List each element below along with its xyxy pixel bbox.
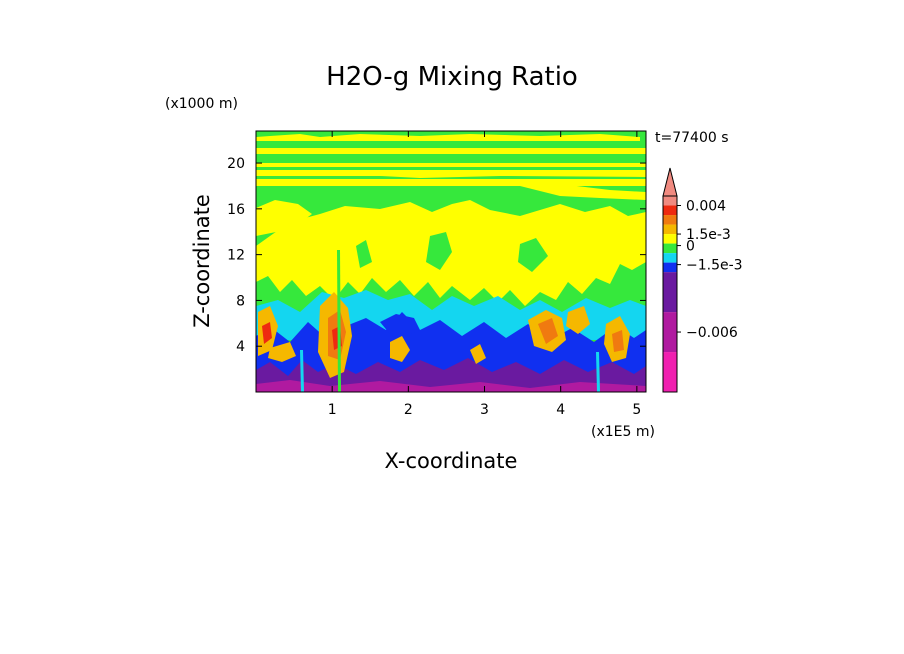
- colorbar: 0.004 1.5e-30 −1.5e-3 −0.006: [662, 167, 743, 393]
- field-green-filament: [337, 250, 341, 392]
- colorbar-tick-label: 1.5e-3: [686, 227, 731, 243]
- x-axis-ticks: 1 2 3 4 5: [328, 131, 641, 418]
- colorbar-swatch: [663, 352, 677, 392]
- colorbar-tick-label: 0: [686, 239, 695, 255]
- field-blue-finger: [380, 314, 420, 336]
- time-label: t=77400 s: [655, 130, 729, 146]
- colorbar-swatch: [663, 224, 677, 235]
- y-tick-label: 16: [227, 202, 245, 218]
- x-tick-label: 1: [328, 402, 337, 418]
- field-green-patch: [518, 238, 548, 272]
- field-yellow-band: [256, 148, 646, 154]
- colorbar-tick-label: −1.5e-3: [686, 258, 743, 274]
- field-yellow-band: [256, 163, 646, 167]
- field-orange-plume: [470, 344, 486, 364]
- field-yellow-patch: [520, 184, 646, 200]
- field-green-stripe: [256, 176, 646, 179]
- colorbar-swatch: [663, 205, 677, 216]
- colorbar-tick-label: −0.006: [686, 325, 738, 341]
- field-dark-orange-plume: [612, 330, 624, 352]
- y-tick-label: 12: [227, 248, 245, 264]
- colorbar-swatch: [663, 272, 677, 313]
- field-cyan-filament: [596, 352, 600, 392]
- field-red-plume: [262, 322, 272, 344]
- field-dark-orange-plume: [538, 318, 558, 344]
- field-green-patch: [356, 240, 372, 268]
- colorbar-swatch: [663, 262, 677, 273]
- field-purple-region: [256, 358, 646, 392]
- y-axis-label: Z-coordinate: [190, 194, 214, 328]
- colorbar-swatch: [663, 243, 677, 254]
- plot-frame: [255, 130, 647, 393]
- y-tick-label: 8: [236, 293, 245, 309]
- plot-area: [256, 131, 646, 392]
- x-axis-label: X-coordinate: [385, 449, 518, 473]
- field-yellow-patch: [256, 200, 312, 236]
- field-orange-plume: [268, 342, 296, 362]
- x-tick-label: 4: [556, 402, 565, 418]
- colorbar-frame: [662, 195, 678, 393]
- colorbar-swatch: [663, 312, 677, 353]
- chart-title: H2O-g Mixing Ratio: [326, 62, 578, 92]
- y-axis-ticks: 4 8 12 16 20: [227, 156, 646, 355]
- x-tick-label: 2: [404, 402, 413, 418]
- colorbar-swatch: [663, 234, 677, 244]
- colorbar-swatch: [663, 253, 677, 263]
- colorbar-extend-arrow: [662, 167, 678, 197]
- field-magenta-region: [256, 380, 646, 392]
- y-tick-label: 20: [227, 156, 245, 172]
- x-multiplier: (x1E5 m): [591, 424, 655, 440]
- colorbar-tick-label: 0.004: [686, 199, 726, 215]
- field-green-patch: [426, 232, 452, 270]
- y-tick-label: 4: [236, 339, 245, 355]
- x-tick-label: 5: [632, 402, 641, 418]
- colorbar-swatch: [663, 196, 677, 206]
- field-yellow-bits: [256, 134, 640, 141]
- field-cyan-filament: [300, 350, 304, 392]
- field-orange-plume: [390, 336, 410, 362]
- x-tick-label: 3: [480, 402, 489, 418]
- field-orange-plume: [566, 306, 590, 334]
- y-multiplier: (x1000 m): [165, 96, 238, 112]
- colorbar-swatch: [663, 215, 677, 225]
